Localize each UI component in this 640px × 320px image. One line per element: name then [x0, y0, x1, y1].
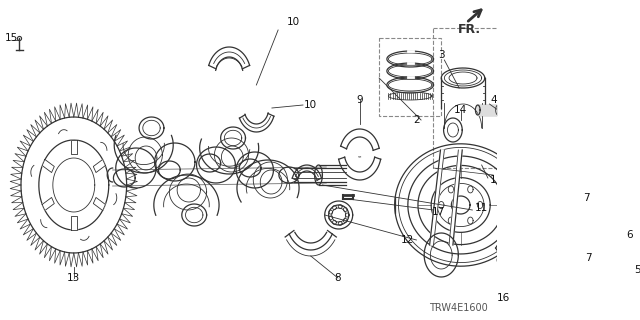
Text: 4: 4	[491, 95, 497, 105]
Polygon shape	[71, 140, 77, 154]
Text: 10: 10	[287, 17, 300, 27]
Polygon shape	[449, 150, 462, 245]
Text: 13: 13	[67, 273, 81, 283]
Polygon shape	[93, 197, 106, 211]
Polygon shape	[429, 150, 444, 245]
Text: 12: 12	[401, 235, 415, 245]
Text: 3: 3	[438, 50, 445, 60]
Text: 17: 17	[432, 207, 445, 217]
Text: 2: 2	[413, 115, 420, 125]
Text: FR.: FR.	[458, 23, 481, 36]
Bar	[478, 105, 498, 115]
Polygon shape	[42, 197, 54, 211]
Text: 9: 9	[356, 95, 363, 105]
Bar	[433, 28, 525, 168]
Text: TRW4E1600: TRW4E1600	[429, 303, 488, 313]
Text: 5: 5	[634, 265, 640, 275]
Text: 7: 7	[583, 193, 590, 203]
Polygon shape	[93, 159, 106, 172]
Text: 6: 6	[626, 230, 632, 240]
Text: 16: 16	[497, 293, 510, 303]
Text: 8: 8	[335, 273, 341, 283]
Text: 14: 14	[454, 105, 467, 115]
Polygon shape	[71, 216, 77, 230]
Polygon shape	[42, 159, 54, 172]
Text: 7: 7	[586, 253, 592, 263]
Text: 1: 1	[490, 175, 497, 185]
Text: 10: 10	[304, 100, 317, 110]
Text: 11: 11	[475, 203, 488, 213]
Bar	[379, 38, 441, 116]
Text: 15: 15	[5, 33, 19, 43]
